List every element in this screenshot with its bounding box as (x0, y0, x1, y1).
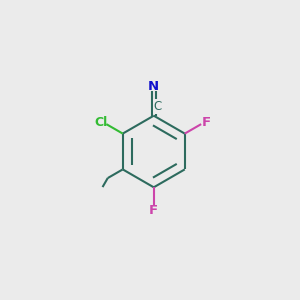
Text: F: F (202, 116, 211, 129)
Text: C: C (153, 100, 162, 113)
Text: Cl: Cl (94, 116, 108, 129)
Text: N: N (148, 80, 159, 93)
Text: F: F (149, 204, 158, 218)
